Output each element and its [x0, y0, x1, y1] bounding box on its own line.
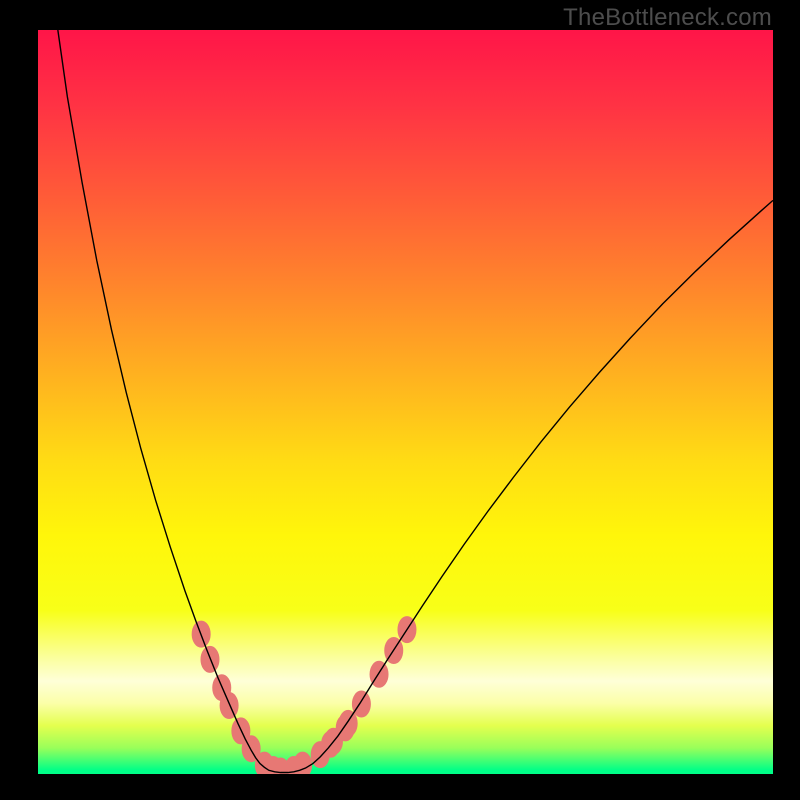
watermark-text: TheBottleneck.com: [563, 4, 772, 32]
bottleneck-curve: [58, 30, 773, 773]
marker-dot: [220, 693, 238, 719]
plot-area: [38, 30, 773, 774]
marker-dot: [339, 710, 357, 736]
chart-frame: TheBottleneck.com: [0, 0, 800, 800]
plot-svg: [38, 30, 773, 774]
marker-dot: [352, 691, 370, 717]
